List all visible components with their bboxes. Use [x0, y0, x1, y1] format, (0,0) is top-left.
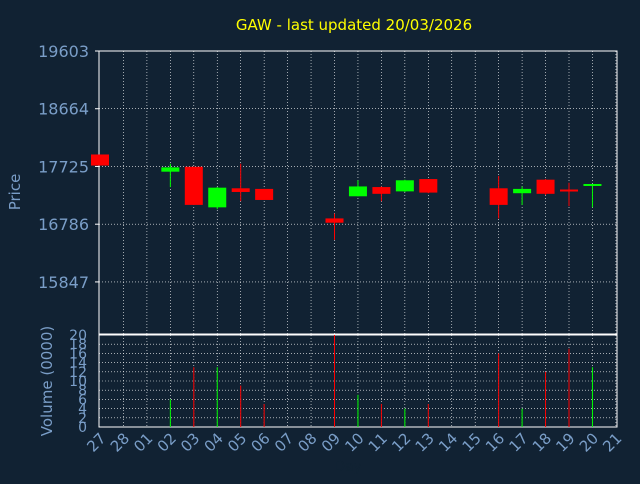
volume-tick-label: 8: [78, 383, 87, 399]
day-tick-label: 04: [201, 429, 227, 455]
day-axis-label: Day: [334, 459, 362, 475]
day-tick-label: 20: [576, 429, 602, 455]
candle-body: [231, 188, 250, 192]
volume-tick-label: 6: [78, 392, 87, 408]
chart-title: GAW - last updated 20/03/2026: [236, 16, 472, 34]
volume-tick-label: 18: [69, 337, 87, 353]
price-tick-label: 15847: [38, 273, 89, 292]
candle-body: [161, 167, 180, 172]
day-tick-label: 11: [365, 429, 391, 455]
day-tick-label: 01: [130, 429, 156, 455]
candle-body: [583, 183, 602, 186]
day-tick-label: 02: [154, 429, 180, 455]
volume-tick-label: 4: [78, 402, 87, 418]
candle-body: [208, 187, 227, 208]
day-tick-label: 14: [435, 429, 461, 455]
volume-tick-label: 2: [78, 411, 87, 427]
price-axis-label: Price: [6, 174, 24, 211]
candle-body: [184, 166, 203, 205]
day-tick-label: 27: [83, 429, 109, 455]
volume-tick-label: 12: [69, 365, 87, 381]
price-tick-label: 19603: [38, 42, 89, 61]
day-tick-label: 18: [529, 429, 555, 455]
volume-tick-label: 20: [69, 328, 87, 344]
candle-body: [513, 188, 532, 194]
volume-tick-label: 14: [69, 356, 87, 372]
day-tick-label: 28: [107, 429, 133, 455]
day-tick-label: 09: [318, 429, 344, 455]
volume-tick-label: 16: [69, 346, 87, 362]
day-tick-label: 10: [341, 429, 367, 455]
day-tick-label: 19: [552, 429, 578, 455]
candle-body: [536, 179, 555, 194]
day-tick-label: 07: [271, 429, 297, 455]
day-tick-label: 12: [388, 429, 414, 455]
candle-body: [419, 179, 438, 193]
day-tick-label: 13: [412, 429, 438, 455]
day-tick-label: 15: [459, 429, 485, 455]
volume-axis-label: Volume (0000): [38, 326, 56, 436]
price-tick-label: 16786: [38, 215, 89, 234]
candle-body: [255, 188, 274, 200]
candle-body: [348, 186, 367, 197]
day-tick-label: 03: [177, 429, 203, 455]
price-tick-label: 18664: [38, 100, 89, 119]
candle-body: [560, 189, 578, 192]
volume-tick-label: 0: [78, 420, 87, 436]
day-tick-label: 05: [224, 429, 250, 455]
candle-body: [372, 187, 391, 194]
candle-body: [91, 154, 109, 166]
day-tick-label: 06: [247, 429, 273, 455]
price-panel-border: [98, 50, 618, 335]
day-tick-label: 17: [505, 429, 531, 455]
day-tick-label: 08: [294, 429, 320, 455]
day-tick-label: 16: [482, 429, 508, 455]
price-tick-label: 17725: [38, 157, 89, 176]
candle-body: [489, 188, 508, 205]
candle-body: [325, 218, 344, 223]
day-tick-label: 21: [599, 429, 625, 455]
candle-body: [395, 180, 414, 192]
volume-tick-label: 10: [69, 374, 87, 390]
